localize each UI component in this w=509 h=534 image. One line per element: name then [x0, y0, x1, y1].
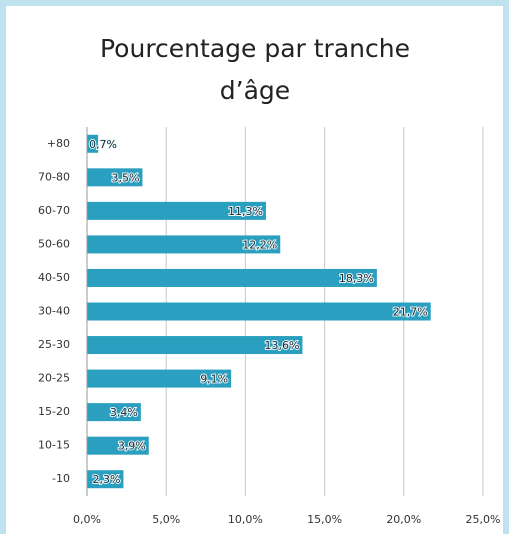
bar [87, 369, 232, 388]
y-tick-label: -10 [52, 472, 70, 485]
bar [87, 201, 266, 220]
chart-title: Pourcentage par tranche d’âge [100, 34, 410, 105]
y-tick-label: 40-50 [38, 271, 70, 284]
value-label: 3,4% [110, 406, 138, 419]
x-tick-label: 20,0% [386, 513, 421, 526]
value-label: 11,3% [228, 205, 263, 218]
y-tick-label: 10-15 [38, 439, 70, 452]
y-tick-label: 20-25 [38, 372, 70, 385]
x-tick-label: 5,0% [152, 513, 180, 526]
value-label: 3,9% [118, 440, 146, 453]
y-tick-label: 30-40 [38, 305, 70, 318]
value-label: 21,7% [393, 306, 428, 319]
value-label: 3,5% [111, 171, 139, 184]
value-label: 18,3% [339, 272, 374, 285]
bar [87, 470, 124, 489]
y-tick-label: +80 [47, 137, 70, 150]
x-tick-label: 15,0% [307, 513, 342, 526]
bar [87, 403, 141, 422]
x-tick-label: 0,0% [73, 513, 101, 526]
bar [87, 134, 99, 153]
value-label: 13,6% [264, 339, 299, 352]
bar [87, 235, 281, 254]
value-label: 0,7% [89, 138, 117, 151]
value-label: 12,2% [242, 238, 277, 251]
y-tick-label: 15-20 [38, 405, 70, 418]
y-tick-label: 70-80 [38, 170, 70, 183]
x-tick-label: 10,0% [228, 513, 263, 526]
y-tick-label: 60-70 [38, 204, 70, 217]
value-label: 9,1% [200, 373, 228, 386]
y-tick-label: 25-30 [38, 338, 70, 351]
value-label: 2,3% [92, 473, 120, 486]
y-tick-label: 50-60 [38, 237, 70, 250]
bar [87, 268, 377, 287]
bar [87, 336, 303, 355]
bar [87, 436, 149, 455]
x-tick-label: 25,0% [466, 513, 501, 526]
bar [87, 168, 143, 187]
bar [87, 302, 431, 321]
